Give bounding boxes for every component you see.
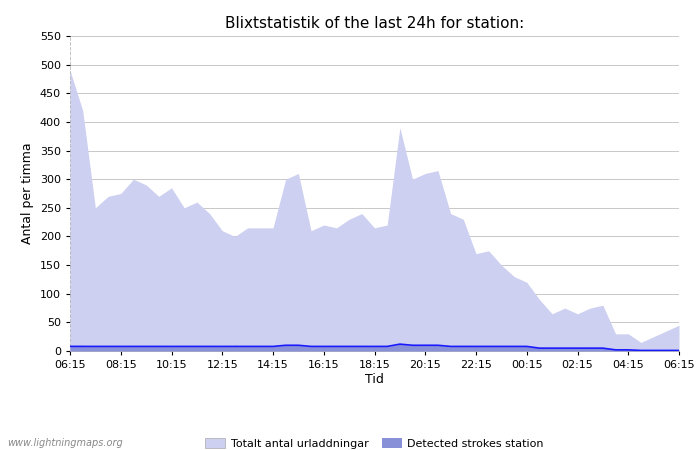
Title: Blixtstatistik of the last 24h for station:: Blixtstatistik of the last 24h for stati… [225, 16, 524, 31]
Text: www.lightningmaps.org: www.lightningmaps.org [7, 438, 122, 448]
X-axis label: Tid: Tid [365, 373, 384, 386]
Legend: Totalt antal urladdningar, Mean of all stations, Detected strokes station: Totalt antal urladdningar, Mean of all s… [205, 438, 544, 450]
Y-axis label: Antal per timma: Antal per timma [21, 143, 34, 244]
